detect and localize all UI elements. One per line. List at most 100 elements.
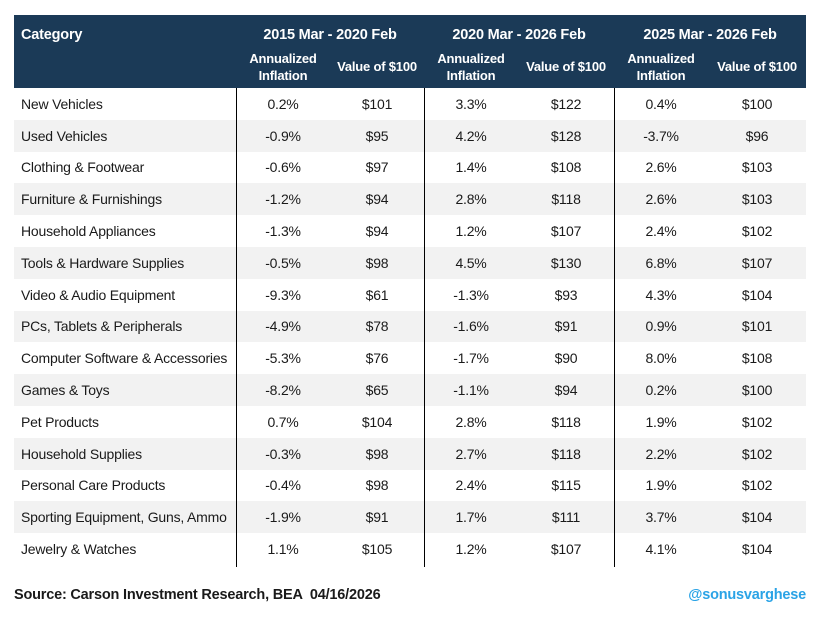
value-cell: $94 [365,191,389,208]
value-cell: -0.3% [265,445,301,462]
value-cell: -1.2% [265,191,301,208]
category-cell: PCs, Tablets & Peripherals [21,318,183,335]
category-cell: Jewelry & Watches [21,541,137,558]
value-cell: 1.7% [455,509,487,526]
value-cell: $108 [741,350,773,367]
value-cell: $130 [550,254,582,271]
table-row: Tools & Hardware Supplies -0.5% $98 4.5%… [14,246,806,279]
value-cell: $101 [741,318,773,335]
table-header: Category 2015 Mar - 2020 Feb 2020 Mar - … [14,15,806,88]
value-cell: $118 [551,191,581,208]
category-cell: Games & Toys [21,382,110,399]
value-cell: 2.8% [455,413,487,430]
sub-header-value-2: Value of $100 [526,59,606,75]
sub-header-inflation-2: Annualized Inflation [437,51,505,83]
column-divider [614,88,615,567]
value-cell: -1.1% [453,382,489,399]
value-cell: -1.9% [265,509,301,526]
value-cell: 2.7% [455,445,487,462]
value-cell: $94 [365,223,389,240]
value-cell: $61 [365,286,389,303]
value-cell: 0.2% [267,95,299,112]
value-cell: $118 [551,445,581,462]
category-cell: Personal Care Products [21,477,166,494]
value-cell: $96 [745,127,769,144]
value-cell: -1.7% [453,350,489,367]
table-body: New Vehicles 0.2% $101 3.3% $122 0.4% $1… [14,88,806,567]
value-cell: $102 [741,223,773,240]
inflation-table: Category 2015 Mar - 2020 Feb 2020 Mar - … [14,15,806,567]
value-cell: -0.5% [265,254,301,271]
value-cell: 4.3% [645,286,677,303]
value-cell: $94 [554,382,578,399]
table-row: PCs, Tablets & Peripherals -4.9% $78 -1.… [14,310,806,343]
author-handle[interactable]: @sonusvarghese [688,587,806,603]
value-cell: $105 [361,541,393,558]
table-row: New Vehicles 0.2% $101 3.3% $122 0.4% $1… [14,88,806,120]
value-cell: -3.7% [643,127,679,144]
value-cell: 4.5% [455,254,487,271]
value-cell: 1.2% [455,541,487,558]
value-cell: $107 [550,223,582,240]
value-cell: $65 [365,382,389,399]
value-cell: 0.2% [645,382,677,399]
value-cell: 2.6% [645,191,677,208]
category-cell: Furniture & Furnishings [21,191,162,208]
period-header-2020-2026: 2020 Mar - 2026 Feb [452,27,586,43]
category-cell: Computer Software & Accessories [21,350,228,367]
table-row: Furniture & Furnishings -1.2% $94 2.8% $… [14,183,806,216]
value-cell: $76 [365,350,389,367]
value-cell: -0.9% [265,127,301,144]
value-cell: -0.4% [265,477,301,494]
value-cell: 2.4% [455,477,487,494]
value-cell: $95 [365,127,389,144]
category-cell: Tools & Hardware Supplies [21,254,185,271]
value-cell: 6.8% [645,254,677,271]
value-cell: $103 [741,191,773,208]
category-cell: Video & Audio Equipment [21,286,175,303]
value-cell: 1.4% [455,159,487,176]
value-cell: $104 [741,286,773,303]
table-row: Household Appliances -1.3% $94 1.2% $107… [14,215,806,247]
value-cell: 3.3% [455,95,487,112]
table-row: Video & Audio Equipment -9.3% $61 -1.3% … [14,279,806,311]
value-cell: -9.3% [265,286,301,303]
value-cell: 4.1% [645,541,677,558]
value-cell: 2.6% [645,159,677,176]
value-cell: $111 [551,509,581,526]
table-row: Personal Care Products -0.4% $98 2.4% $1… [14,470,806,502]
value-cell: $78 [365,318,389,335]
value-cell: $100 [741,382,773,399]
table-row: Computer Software & Accessories -5.3% $7… [14,342,806,374]
value-cell: $98 [365,254,389,271]
source-text: Source: Carson Investment Research, BEA … [14,587,381,603]
period-header-2015-2020: 2015 Mar - 2020 Feb [263,27,397,43]
category-cell: Sporting Equipment, Guns, Ammo [21,509,227,526]
value-cell: 2.8% [455,191,487,208]
value-cell: 1.1% [267,541,299,558]
value-cell: $115 [551,477,581,494]
sub-header-value-3: Value of $100 [717,59,797,75]
value-cell: $102 [741,413,773,430]
category-cell: Used Vehicles [21,127,108,144]
value-cell: $103 [741,159,773,176]
value-cell: $91 [365,509,389,526]
value-cell: $97 [365,159,389,176]
value-cell: -1.6% [453,318,489,335]
value-cell: -8.2% [265,382,301,399]
value-cell: 0.4% [645,95,677,112]
value-cell: $91 [554,318,578,335]
category-column-header: Category [21,27,83,43]
table-row: Jewelry & Watches 1.1% $105 1.2% $107 4.… [14,533,806,565]
value-cell: 1.9% [645,477,677,494]
value-cell: $90 [554,350,578,367]
value-cell: $98 [365,445,389,462]
value-cell: 1.9% [645,413,677,430]
table-row: Games & Toys -8.2% $65 -1.1% $94 0.2% $1… [14,374,806,406]
value-cell: 2.4% [645,223,677,240]
column-divider [236,88,237,567]
value-cell: -0.6% [265,159,301,176]
value-cell: $104 [741,509,773,526]
value-cell: $128 [550,127,582,144]
value-cell: $104 [361,413,393,430]
